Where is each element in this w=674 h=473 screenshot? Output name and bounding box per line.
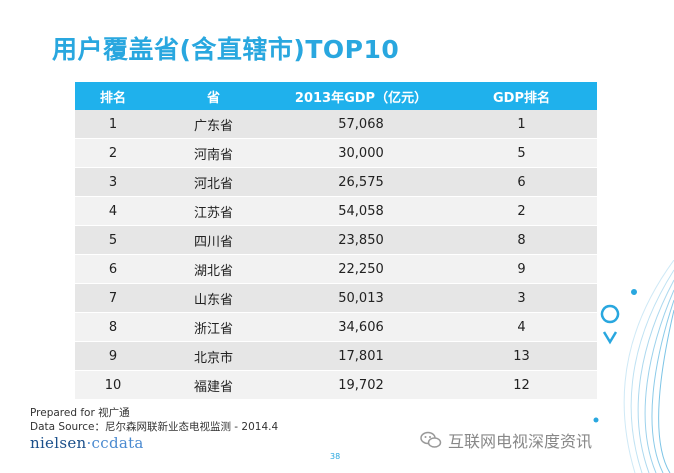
cell-province: 江苏省 (193, 205, 233, 221)
cell-gdp: 23,850 (338, 232, 384, 248)
table-row: 7 山东省 50,013 3 (75, 284, 597, 313)
table-row: 6 湖北省 22,250 9 (75, 255, 597, 284)
table-row: 9 北京市 17,801 13 (75, 342, 597, 371)
cell-gdp-rank: 5 (517, 145, 526, 161)
cell-province: 广东省 (193, 118, 233, 134)
cell-province: 四川省 (193, 234, 233, 250)
watermark: 互联网电视深度资讯 (420, 428, 592, 452)
cell-gdp: 19,702 (338, 377, 384, 393)
cell-rank: 7 (108, 290, 118, 306)
table-header: 排名 省 2013年GDP（亿元） GDP排名 (75, 82, 597, 110)
prepared-for: Prepared for 视广通 (30, 407, 130, 419)
nielsen-ccdata-logo: nielsen·ccdata (30, 434, 144, 452)
cell-gdp: 26,575 (338, 174, 384, 190)
table-row: 5 四川省 23,850 8 (75, 226, 597, 255)
cell-gdp-rank: 9 (517, 261, 526, 277)
wechat-icon (420, 431, 442, 448)
header-gdp-rank: GDP排名 (493, 90, 550, 106)
cell-gdp: 50,013 (338, 290, 384, 306)
map-pin-icon (600, 304, 620, 345)
logo-nielsen: nielsen (30, 434, 87, 452)
watermark-text: 互联网电视深度资讯 (448, 432, 593, 451)
cell-gdp-rank: 2 (517, 203, 526, 219)
cell-rank: 10 (104, 377, 122, 393)
cell-gdp-rank: 1 (517, 116, 526, 132)
cell-gdp-rank: 8 (517, 232, 526, 248)
cell-gdp: 22,250 (338, 261, 384, 277)
decorative-curves (593, 260, 674, 473)
header-province: 省 (206, 90, 220, 106)
cell-gdp: 17,801 (338, 348, 384, 364)
cell-gdp-rank: 12 (513, 377, 530, 393)
header-rank: 排名 (99, 90, 126, 106)
table-row: 8 浙江省 34,606 4 (75, 313, 597, 342)
data-source: Data Source：尼尔森网联新业态电视监测 - 2014.4 (30, 421, 279, 433)
cell-province: 浙江省 (193, 321, 233, 337)
cell-province: 北京市 (193, 350, 233, 366)
cell-gdp: 57,068 (338, 116, 384, 132)
page-title: 用户覆盖省(含直辖市)TOP10 (52, 35, 400, 64)
cell-rank: 1 (108, 116, 118, 132)
cell-gdp: 54,058 (338, 203, 384, 219)
source-note: Prepared for 视广通 Data Source：尼尔森网联新业态电视监… (30, 406, 278, 434)
cell-gdp-rank: 4 (517, 319, 526, 335)
cell-gdp: 30,000 (338, 145, 384, 161)
cell-rank: 8 (108, 319, 118, 335)
cell-gdp-rank: 6 (517, 174, 526, 190)
cell-gdp-rank: 3 (517, 290, 526, 306)
logo-ccdata: ·ccdata (86, 434, 144, 452)
cell-gdp: 34,606 (338, 319, 384, 335)
table-row: 3 河北省 26,575 6 (75, 168, 597, 197)
gdp-table: 排名 省 2013年GDP（亿元） GDP排名 1 广东省 57,068 1 2 河南省 3… (75, 82, 597, 400)
cell-gdp-rank: 13 (513, 348, 530, 364)
cell-rank: 5 (108, 232, 118, 248)
cell-province: 湖北省 (193, 263, 233, 279)
cell-province: 福建省 (193, 379, 233, 395)
cell-rank: 3 (108, 174, 118, 190)
cell-province: 河南省 (193, 147, 233, 163)
cell-rank: 6 (108, 261, 118, 277)
table-row: 2 河南省 30,000 5 (75, 139, 597, 168)
table-row: 10 福建省 19,702 12 (75, 371, 597, 400)
cell-rank: 2 (108, 145, 118, 161)
cell-rank: 4 (108, 203, 118, 219)
table-row: 4 江苏省 54,058 2 (75, 197, 597, 226)
header-gdp: 2013年GDP（亿元） (294, 90, 428, 106)
page-number: 38 (330, 452, 341, 461)
table-row: 1 广东省 57,068 1 (75, 110, 597, 139)
cell-province: 山东省 (193, 292, 233, 308)
cell-province: 河北省 (193, 176, 233, 192)
cell-rank: 9 (108, 348, 118, 364)
